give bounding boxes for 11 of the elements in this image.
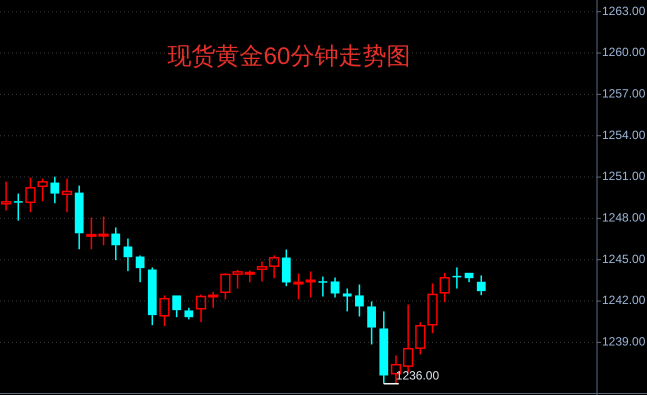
y-tick-label: 1257.00 [602,86,646,101]
y-tick-label: 1248.00 [602,210,646,225]
y-tick-label: 1254.00 [602,128,646,142]
annotation: 1236.00 [396,368,440,383]
y-tick-label: 1242.00 [602,293,646,308]
y-tick-label: 1251.00 [602,169,646,184]
y-tick-label: 1263.00 [602,4,646,18]
y-tick-label: 1239.00 [602,334,646,349]
y-tick-label: 1260.00 [602,45,646,60]
y-tick-label: 1245.00 [602,252,646,266]
text: 现货黄金60分钟走势图 [168,43,410,70]
